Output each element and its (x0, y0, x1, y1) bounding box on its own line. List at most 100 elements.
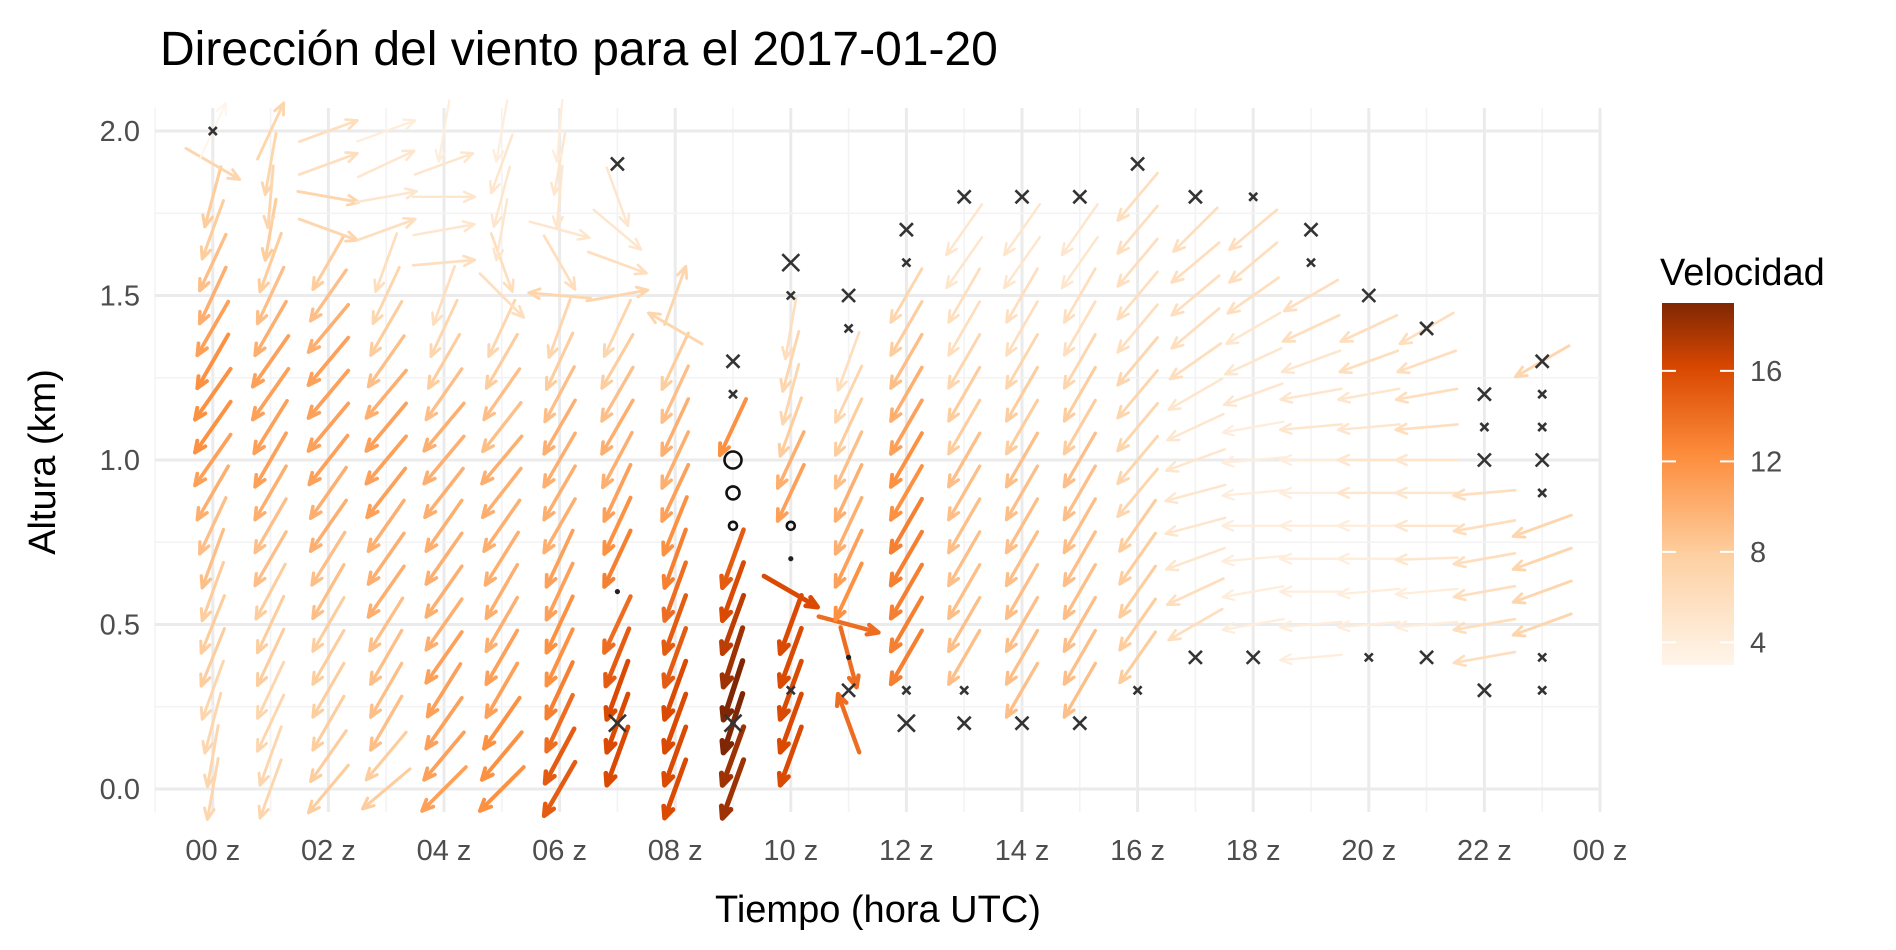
legend-colorbar (1662, 303, 1734, 665)
wind-arrow (947, 464, 982, 522)
missing-marker-x (609, 156, 625, 172)
wind-arrow (603, 658, 631, 722)
wind-arrow (426, 332, 462, 390)
wind-arrow (947, 497, 982, 555)
y-tick-label: 0.5 (100, 609, 140, 641)
wind-arrow (600, 365, 635, 423)
missing-marker-x (1245, 649, 1261, 665)
missing-marker-x (728, 389, 738, 400)
wind-arrow (482, 498, 522, 553)
wind-arrow (544, 660, 575, 721)
wind-arrow (542, 726, 577, 786)
wind-arrow (719, 560, 746, 624)
wind-arrow (544, 331, 575, 391)
wind-arrow (542, 497, 577, 555)
wind-arrow (355, 118, 417, 143)
wind-arrow (585, 285, 650, 303)
wind-arrow (306, 302, 351, 354)
wind-arrow (551, 164, 564, 229)
wind-arrow (888, 562, 924, 621)
wind-arrow (1511, 579, 1573, 605)
wind-arrow (1279, 387, 1343, 404)
wind-arrow (776, 593, 804, 656)
missing-marker-x (841, 682, 857, 698)
wind-arrow (947, 267, 982, 324)
wind-arrow (1116, 401, 1159, 453)
wind-arrow (365, 466, 408, 520)
wind-arrow (947, 595, 982, 653)
marker-dot (846, 654, 852, 660)
wind-arrow (1116, 336, 1159, 387)
wind-arrow (484, 562, 520, 621)
x-axis-title: Tiempo (hora UTC) (715, 889, 1041, 931)
wind-arrow (1062, 595, 1097, 653)
wind-arrow (947, 431, 982, 489)
wind-arrow (1452, 519, 1517, 536)
x-tick-label: 04 z (417, 835, 472, 867)
wind-arrow (424, 597, 464, 652)
wind-arrow (888, 529, 924, 588)
marker-circle (725, 485, 741, 501)
wind-arrow (1060, 203, 1099, 257)
wind-arrow (1452, 488, 1517, 501)
wind-arrow (257, 725, 283, 787)
wind-arrow (197, 265, 228, 326)
wind-arrow (262, 164, 276, 230)
wind-arrow (1062, 563, 1097, 621)
wind-arrow (544, 692, 575, 754)
wind-arrow (1172, 206, 1219, 253)
wind-arrow (1394, 519, 1459, 532)
wind-arrow (482, 367, 522, 422)
wind-arrow (1511, 612, 1573, 638)
wind-arrow (945, 235, 984, 290)
wind-arrow (424, 564, 464, 619)
wind-arrow (1221, 455, 1286, 468)
wind-arrow (1221, 420, 1285, 437)
wind-arrow (484, 628, 520, 687)
missing-marker-x (1248, 191, 1259, 202)
wind-arrow (366, 498, 406, 553)
wind-arrow (424, 498, 464, 553)
wind-arrow (1452, 584, 1517, 602)
missing-marker-x (1537, 685, 1548, 696)
wind-arrow (373, 232, 399, 294)
missing-marker-x (1476, 682, 1492, 698)
wind-arrow (1228, 208, 1279, 251)
wind-arrow (1394, 587, 1459, 600)
wind-arrow (311, 661, 346, 719)
wind-arrow (1221, 617, 1285, 634)
wind-arrow (947, 300, 982, 357)
wind-arrow (1118, 630, 1157, 685)
chart-title: Dirección del viento para el 2017-01-20 (160, 23, 998, 76)
wind-arrow (888, 595, 924, 654)
wind-arrow (356, 149, 416, 179)
wind-arrow (833, 397, 864, 457)
wind-arrow (477, 765, 526, 813)
missing-data-markers (207, 126, 1550, 733)
wind-arrow (256, 693, 286, 753)
y-tick-label: 0.0 (100, 774, 140, 806)
wind-arrow (1116, 434, 1159, 486)
wind-arrow (542, 234, 577, 291)
wind-arrow (311, 628, 346, 686)
wind-arrow (252, 398, 289, 456)
wind-arrow (776, 691, 804, 755)
wind-arrow (1118, 498, 1157, 553)
wind-arrow (947, 398, 982, 456)
wind-arrow (195, 332, 231, 391)
wind-arrow (1394, 387, 1459, 404)
y-tick-label: 1.5 (100, 281, 140, 313)
missing-marker-x (1537, 389, 1548, 400)
wind-arrow (1282, 278, 1340, 313)
wind-arrow (479, 730, 524, 782)
wind-arrow (1002, 235, 1042, 290)
wind-arrow (544, 594, 575, 655)
wind-arrow (660, 331, 690, 391)
wind-arrow (1004, 530, 1040, 588)
wind-arrow (947, 628, 982, 686)
wind-arrow (889, 332, 924, 390)
wind-arrow (1336, 587, 1401, 600)
wind-arrow (1336, 552, 1401, 565)
marker-circle (785, 520, 797, 532)
wind-arrow (431, 265, 456, 326)
